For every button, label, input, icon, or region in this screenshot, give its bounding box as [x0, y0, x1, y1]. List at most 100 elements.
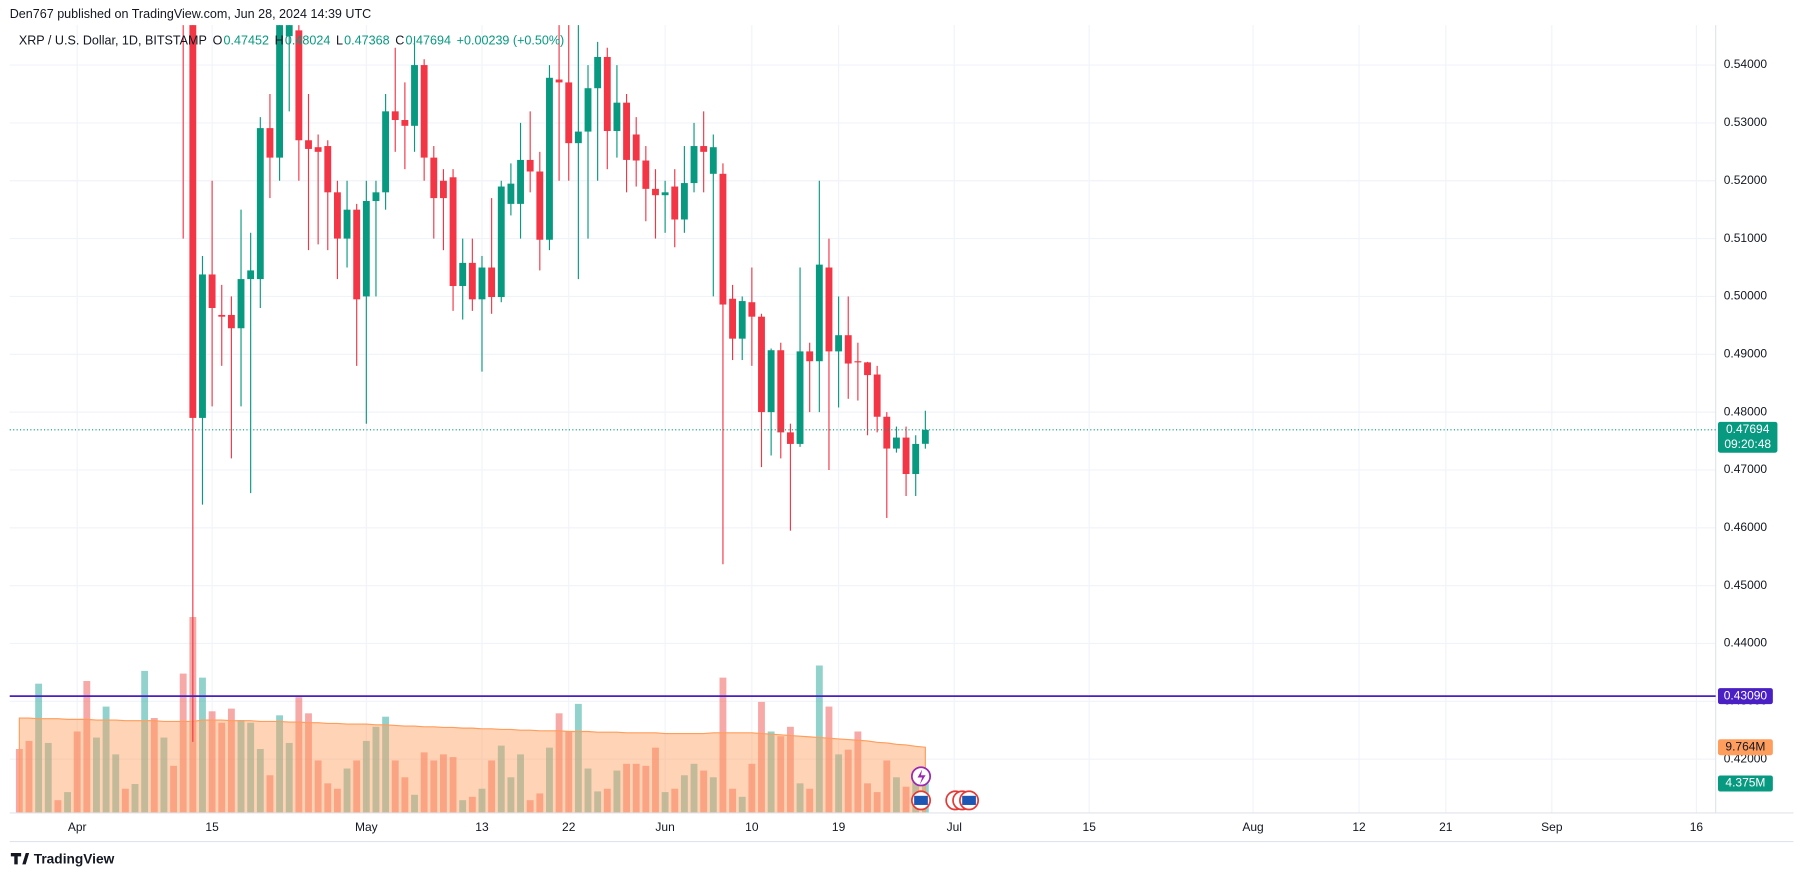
candle-body [266, 128, 274, 158]
candle-body [526, 159, 534, 172]
candle-body [372, 192, 380, 201]
volume-bar [362, 740, 370, 813]
volume-bar [536, 793, 544, 813]
volume-bar [507, 777, 515, 813]
legend-close-label: C [395, 33, 404, 47]
candle-body [343, 209, 351, 239]
candle-body [497, 186, 505, 298]
candle-body [777, 350, 785, 433]
legend-low-label: L [336, 33, 343, 47]
candle-body [680, 183, 688, 220]
volume-bar [179, 673, 187, 813]
candle-body [565, 82, 573, 144]
volume-bar [468, 796, 476, 813]
volume-bar [488, 760, 496, 813]
candle-body [864, 362, 871, 376]
legend-change: +0.00239 (+0.50%) [457, 33, 565, 47]
volume-bar [902, 786, 910, 813]
candle-body [478, 267, 486, 300]
legend-open-label: O [213, 33, 223, 47]
volume-bar [121, 788, 129, 813]
volume-bar [680, 775, 688, 813]
price-pane [182, 25, 929, 742]
legend: XRP / U.S. Dollar, 1D, BITSTAMP O 0.4745… [19, 33, 564, 47]
y-tick-label: 0.45000 [1724, 578, 1768, 592]
volume-bar [411, 794, 418, 813]
candle-body [815, 264, 823, 362]
y-tick-label: 0.54000 [1724, 57, 1768, 71]
y-tick-label: 0.49000 [1724, 346, 1768, 360]
legend-high: 0.48024 [285, 33, 330, 47]
candle-body [237, 279, 245, 329]
x-tick-label: 10 [745, 820, 759, 834]
candle-body [873, 374, 881, 417]
candle-body [189, 25, 197, 418]
candle-body [652, 188, 659, 196]
candle-body [517, 159, 524, 204]
volume-bar [266, 775, 274, 813]
legend-low: 0.47368 [344, 33, 389, 47]
volume-bar [594, 791, 602, 813]
volume-bar [825, 706, 833, 813]
volume-bar [150, 718, 158, 813]
footer-brand: TradingView [34, 851, 115, 866]
volume-bar [391, 760, 399, 813]
volume-bar [170, 765, 177, 813]
volume-bar [796, 783, 804, 813]
candle-body [333, 192, 341, 239]
candle-body [227, 314, 235, 329]
candle-body [468, 262, 476, 300]
candle-body [401, 120, 409, 126]
volume-bar [44, 742, 52, 813]
candle-body [584, 88, 592, 132]
candle-body [690, 146, 698, 184]
candle-body [247, 270, 255, 280]
volume-bar [623, 763, 630, 813]
volume-bar [738, 796, 746, 813]
x-tick-label: 15 [205, 820, 219, 834]
candle-body [218, 314, 226, 317]
volume-ma-label: 9.764M [1725, 739, 1765, 753]
candle-body [854, 361, 862, 363]
x-tick-label: May [355, 820, 378, 834]
hline-label: 0.43090 [1724, 688, 1768, 702]
volume-bar [517, 754, 524, 813]
volume-bar [546, 747, 553, 813]
x-tick-label: 16 [1690, 820, 1704, 834]
x-tick-label: Jul [947, 820, 962, 834]
candle-body [603, 56, 611, 132]
flag-icon [962, 795, 976, 805]
y-tick-label: 0.47000 [1724, 462, 1768, 476]
price-label: 0.47694 [1726, 422, 1770, 436]
candle-body [613, 102, 621, 132]
x-tick-label: 19 [832, 820, 846, 834]
candle-body [199, 274, 206, 418]
candle-body [623, 102, 630, 160]
candle-body [825, 267, 833, 352]
volume-bar [806, 788, 814, 813]
volume-bar [93, 737, 100, 813]
countdown: 09:20:48 [1724, 437, 1771, 451]
volume-bar [420, 752, 428, 813]
candle-body [893, 437, 900, 449]
volume-bar [603, 788, 611, 813]
y-tick-label: 0.44000 [1724, 636, 1768, 650]
volume-bar [574, 703, 582, 813]
x-tick-label: 21 [1439, 820, 1453, 834]
candle-body [758, 316, 765, 413]
candle-body [285, 25, 293, 37]
volume-bar [35, 683, 43, 813]
candle-body [420, 65, 428, 158]
candle-body [536, 171, 544, 240]
volume-bar [497, 745, 505, 813]
candle-body [555, 79, 563, 83]
candle-body [844, 335, 852, 364]
volume-bar [632, 763, 640, 813]
volume-bar [700, 770, 708, 813]
volume-bar [112, 754, 120, 813]
volume-ma-label-box [1717, 739, 1773, 756]
volume-bar [295, 697, 303, 813]
candle-body [748, 302, 756, 317]
